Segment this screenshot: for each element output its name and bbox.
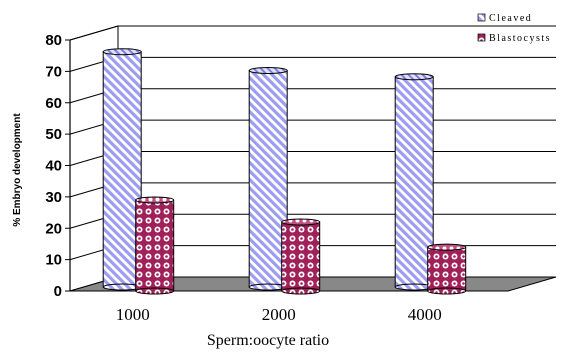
legend-label-cleaved: Cleaved (489, 13, 532, 24)
bar-cleaved (394, 73, 434, 291)
legend: Cleaved Blastocysts (477, 13, 551, 44)
bar-cleaved (102, 48, 142, 291)
y-tick-label: 20 (45, 220, 62, 237)
bar-body (427, 246, 467, 292)
y-tick-label: 40 (45, 158, 62, 175)
y-axis-ticks: 0 10 20 30 40 50 60 70 80 (45, 32, 71, 300)
x-tick-label: 4000 (408, 305, 442, 324)
legend-swatch-cleaved (477, 13, 486, 22)
bar-base (281, 287, 321, 295)
y-tick-label: 0 (54, 283, 62, 300)
bar-body (135, 199, 175, 292)
y-tick-label: 70 (45, 63, 62, 80)
y-tick-label: 10 (45, 252, 62, 269)
bar-body (248, 70, 288, 288)
x-axis-ticks: 1000 2000 4000 (116, 305, 442, 324)
bar-blastocysts (281, 218, 321, 295)
gridline-side (69, 25, 119, 41)
bar-top (394, 73, 434, 81)
bar-top (135, 196, 175, 204)
bar-body (281, 221, 321, 292)
gridlines (69, 25, 556, 261)
legend-swatch-blastocysts (477, 33, 486, 42)
legend-label-blastocysts: Blastocysts (489, 33, 551, 44)
bar-base (427, 287, 467, 295)
bars (102, 48, 467, 295)
y-tick-label: 50 (45, 126, 62, 143)
y-tick-label: 30 (45, 189, 62, 206)
x-tick-label: 2000 (262, 305, 296, 324)
x-tick-label: 1000 (116, 305, 150, 324)
bar-blastocysts (135, 196, 175, 295)
y-tick-label: 60 (45, 95, 62, 112)
bar-blastocysts (427, 243, 467, 295)
bar-top (427, 243, 467, 251)
y-axis-label: % Embryo development (12, 113, 23, 227)
bar-top (248, 67, 288, 75)
bar-top (281, 218, 321, 226)
x-axis-label: Sperm:oocyte ratio (207, 332, 329, 349)
bar-top (102, 48, 142, 56)
bar-cleaved (248, 67, 288, 291)
bar-base (135, 287, 175, 295)
bar-body (102, 51, 142, 288)
y-tick-label: 80 (45, 32, 62, 49)
